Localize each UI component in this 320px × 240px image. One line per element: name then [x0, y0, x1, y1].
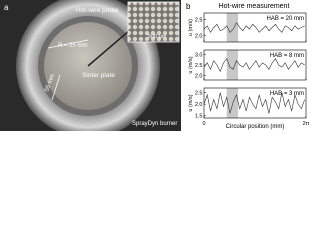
- x-tick-label: 2π: [303, 121, 310, 127]
- annotation: HAB = 3 mm: [270, 91, 304, 97]
- data-line: [203, 92, 305, 114]
- y-tick-label: 1.5: [195, 114, 203, 120]
- probe-arm: [87, 29, 131, 67]
- y-tick-label: 2.0: [195, 34, 203, 40]
- x-axis-label: Circular position (mm): [226, 124, 285, 130]
- diameter-label: 55 mm: [44, 73, 56, 92]
- data-line: [203, 22, 305, 33]
- inset-micrograph: [127, 1, 180, 43]
- y-tick-label: 2.5: [195, 17, 203, 23]
- chart-title: Hot-wire measurement: [219, 3, 290, 10]
- y-axis-label: u (m/s): [188, 94, 194, 111]
- y-tick-label: 2.5: [195, 91, 203, 97]
- diameter-line: [51, 74, 61, 101]
- data-line: [203, 57, 305, 73]
- panel-label: a: [4, 3, 9, 12]
- y-tick-label: 2.0: [195, 102, 203, 108]
- figure: a Hot-wire probe 500 µm R = 25 mm 55 mm …: [0, 0, 310, 138]
- y-tick-label: 2.0: [195, 74, 203, 80]
- highlight-band: [226, 50, 239, 80]
- radius-label: R = 25 mm: [58, 43, 88, 49]
- x-tick-label: 0: [202, 121, 205, 127]
- highlight-band: [226, 88, 239, 118]
- panel-label: b: [186, 2, 191, 11]
- radius-line: [47, 39, 89, 49]
- annotation: HAB = 20 mm: [266, 16, 304, 22]
- highlight-band: [226, 13, 239, 42]
- burner-label: SprayDyn burner: [132, 121, 177, 127]
- scale-label: 500 µm: [148, 34, 167, 40]
- plate-label: Sinter plate: [82, 72, 115, 79]
- annotation: HAB = 8 mm: [270, 53, 304, 59]
- photo-panel: a Hot-wire probe 500 µm R = 25 mm 55 mm …: [0, 0, 181, 138]
- y-axis-label: u (m/s): [188, 19, 194, 36]
- y-tick-label: 3.0: [195, 52, 203, 58]
- y-tick-label: 2.5: [195, 63, 203, 69]
- y-axis-label: u (m/s): [188, 56, 194, 73]
- plot-frame: [203, 12, 307, 43]
- plot-frame: [203, 87, 307, 119]
- probe-label: Hot-wire probe: [76, 7, 119, 14]
